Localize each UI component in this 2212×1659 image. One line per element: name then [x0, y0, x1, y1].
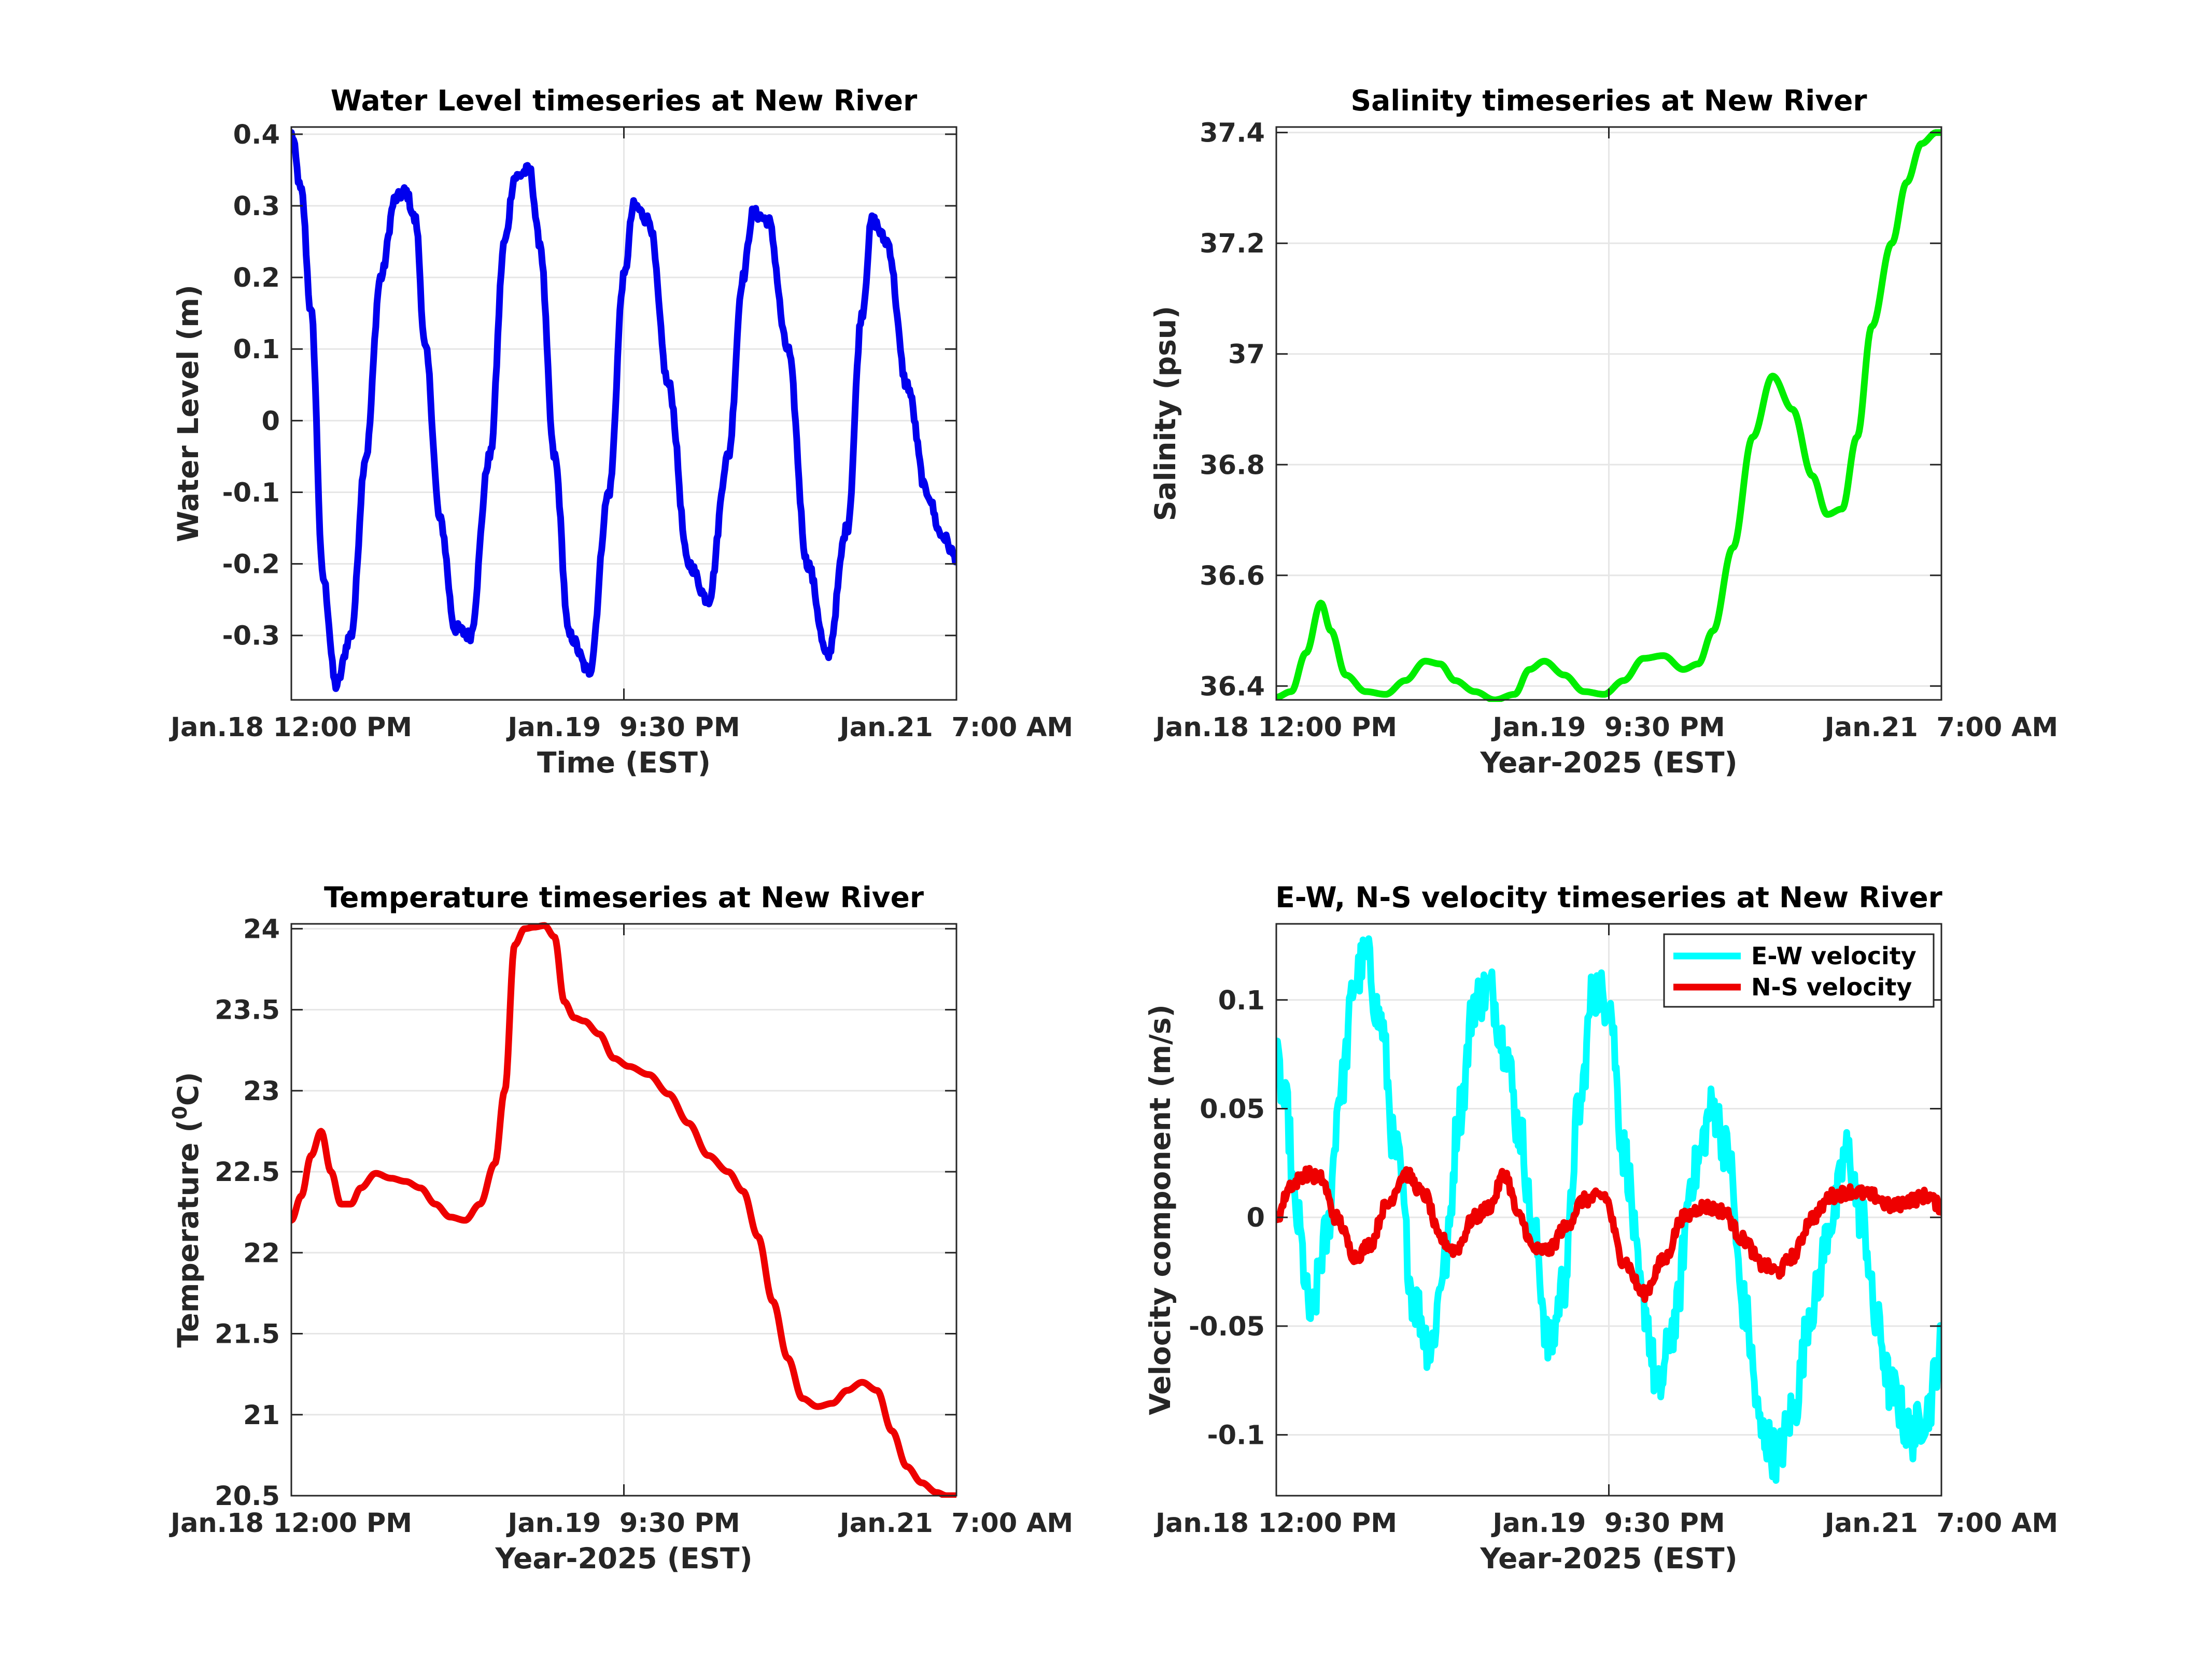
y-tick-label: -0.05	[1189, 1312, 1265, 1342]
y-tick-label: -0.2	[222, 550, 280, 580]
y-axis-label: Salinity (psu)	[1149, 306, 1182, 521]
y-tick-label: 22.5	[215, 1157, 280, 1188]
y-tick-label: 23	[243, 1076, 280, 1107]
x-axis-label: Year-2025 (EST)	[1480, 1542, 1737, 1575]
y-tick-label: 20.5	[215, 1481, 280, 1512]
y-tick-label: 36.8	[1200, 450, 1265, 481]
y-tick-label: 37	[1228, 340, 1265, 370]
velocity-panel: -0.1 -0.05 0 0.05 0.1 Jan.18 12:00 PM Jan.19 9…	[1144, 881, 2058, 1575]
x-tick-label: Jan.19 9:30 PM	[506, 712, 740, 743]
water-series-line	[291, 129, 956, 692]
temperature-panel: 20.5 21 21.5 22 22.5 23 23.5 24 Jan.18 12:00 PM J…	[168, 881, 1073, 1575]
y-axis-label-text: Velocity component (m/s)	[1144, 1004, 1177, 1415]
y-axis-label-text: Water Level (m)	[172, 285, 205, 542]
x-tick-label: Jan.18 12:00 PM	[169, 712, 412, 743]
y-tick-label: -0.1	[222, 477, 280, 508]
y-axis-label: Temperature (0C)	[168, 1072, 205, 1348]
legend-entry: N-S velocity	[1751, 973, 1912, 1001]
y-axis-label-suffix: C)	[172, 1072, 205, 1106]
y-tick-label: -0.1	[1207, 1421, 1265, 1451]
x-tick-label: Jan.21 7:00 AM	[1823, 712, 2058, 743]
y-axis-label: Velocity component (m/s)	[1144, 1004, 1177, 1415]
y-axis-label-superscript: 0	[168, 1106, 191, 1119]
y-tick-label: 0.2	[233, 263, 280, 293]
y-tick-label: 0	[1247, 1203, 1265, 1233]
y-tick-label: 0	[262, 406, 280, 437]
water-panel: -0.3 -0.2 -0.1 0 0.1 0.2 0.3 0.4 Jan.18 12:00 PM…	[169, 84, 1073, 779]
y-tick-label: 0.1	[233, 334, 280, 365]
e-w-velocity-series-line	[1276, 935, 1941, 1484]
y-tick-label: 0.4	[233, 120, 280, 150]
chart-title: Salinity timeseries at New River	[1350, 84, 1867, 117]
x-tick-label: Jan.18 12:00 PM	[1154, 1508, 1397, 1539]
y-tick-label: 21.5	[215, 1319, 280, 1350]
x-tick-label: Jan.21 7:00 AM	[838, 1508, 1073, 1539]
y-tick-label: 0.3	[233, 191, 280, 222]
y-tick-label: 21	[243, 1400, 280, 1431]
y-tick-label: 24	[243, 914, 280, 945]
y-tick-label: 37.2	[1200, 229, 1265, 259]
y-tick-label: -0.3	[222, 621, 280, 652]
y-tick-label: 36.6	[1200, 561, 1265, 592]
x-tick-label: Jan.19 9:30 PM	[1491, 712, 1725, 743]
x-tick-label: Jan.21 7:00 AM	[1823, 1508, 2058, 1539]
temperature-series-line	[291, 922, 956, 1498]
y-axis-label-text: Salinity (psu)	[1149, 306, 1182, 521]
x-axis-label: Year-2025 (EST)	[495, 1542, 752, 1575]
y-tick-label: 0.1	[1218, 986, 1265, 1016]
salinity-panel: 36.4 36.6 36.8 37 37.2 37.4 Jan.18 12:00 PM Jan…	[1149, 84, 2058, 779]
x-axis-label: Year-2025 (EST)	[1480, 746, 1737, 779]
x-tick-label: Jan.18 12:00 PM	[1154, 712, 1397, 743]
x-tick-label: Jan.21 7:00 AM	[838, 712, 1073, 743]
y-tick-label: 23.5	[215, 995, 280, 1026]
chart-title: Temperature timeseries at New River	[324, 881, 924, 914]
y-tick-label: 0.05	[1200, 1094, 1265, 1124]
y-tick-label: 36.4	[1200, 671, 1265, 702]
legend-entry: E-W velocity	[1751, 942, 1917, 970]
x-tick-label: Jan.19 9:30 PM	[1491, 1508, 1725, 1539]
legend: E-W velocity N-S velocity	[1663, 933, 1935, 1008]
x-axis-label: Time (EST)	[537, 746, 711, 779]
y-tick-label: 22	[243, 1238, 280, 1269]
y-tick-label: 37.4	[1200, 118, 1265, 149]
chart-title: Water Level timeseries at New River	[331, 84, 917, 117]
legend-box	[1663, 933, 1935, 1008]
y-axis-label-text: Temperature (	[172, 1120, 205, 1348]
y-axis-label: Water Level (m)	[172, 285, 205, 542]
n-s-velocity-series-line	[1276, 1165, 1941, 1303]
x-tick-label: Jan.19 9:30 PM	[506, 1508, 740, 1539]
x-tick-label: Jan.18 12:00 PM	[169, 1508, 412, 1539]
chart-title: E-W, N-S velocity timeseries at New Rive…	[1275, 881, 1942, 914]
